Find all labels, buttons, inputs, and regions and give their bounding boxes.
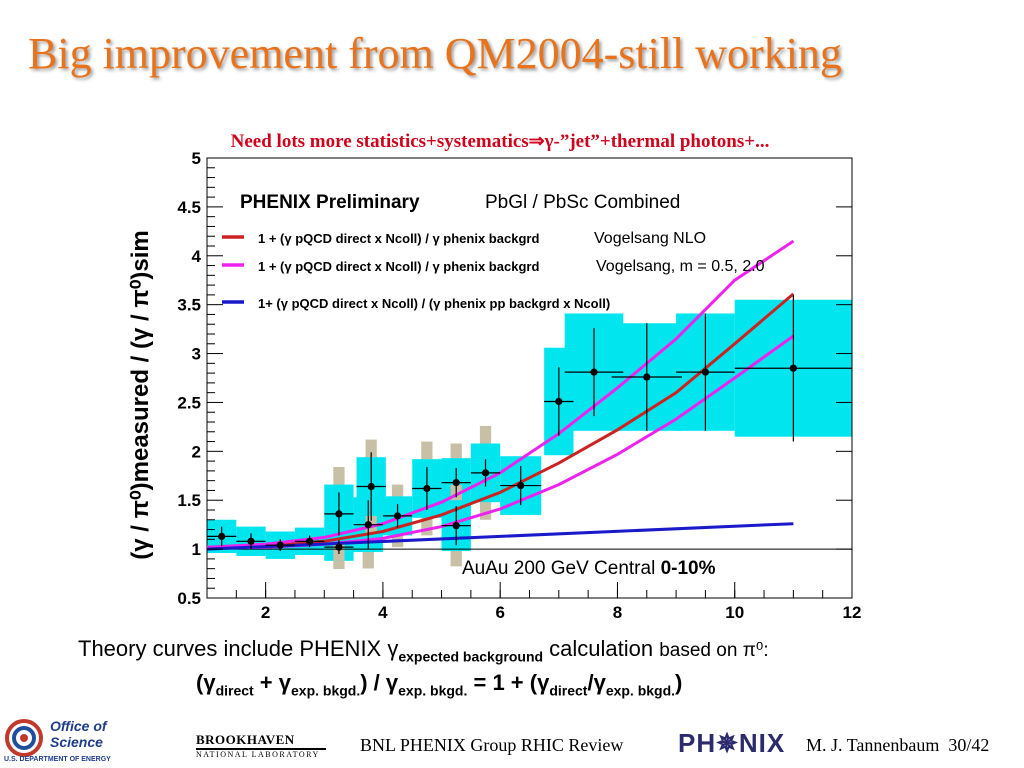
data-point-0 bbox=[218, 532, 226, 541]
data-point-9 bbox=[423, 484, 431, 493]
theory-curve-3 bbox=[206, 522, 794, 551]
footer-center-text: BNL PHENIX Group RHIC Review bbox=[360, 735, 624, 755]
y-tick-label-9: 5 bbox=[192, 150, 201, 168]
office-logo-line1: Office of bbox=[50, 718, 107, 734]
chart-subtitle: PbGl / PbSc Combined bbox=[485, 192, 680, 213]
formula-exp1: exp. bkgd. bbox=[291, 682, 361, 699]
y-tick-label-5: 3 bbox=[192, 345, 201, 364]
data-point-1 bbox=[247, 537, 255, 545]
annotation-bold: 0-10% bbox=[661, 558, 716, 579]
data-point-2 bbox=[276, 541, 284, 549]
data-point-13 bbox=[517, 481, 525, 490]
author-name: M. J. Tannenbaum bbox=[806, 735, 940, 755]
formula-mid: ) / γ bbox=[360, 670, 399, 695]
office-logo-line3: U.S. DEPARTMENT OF ENERGY bbox=[4, 756, 111, 763]
data-point-6 bbox=[364, 521, 372, 529]
data-point-16 bbox=[643, 373, 651, 381]
y-tick-label-4: 2.5 bbox=[177, 393, 201, 412]
data-point-15 bbox=[590, 368, 598, 376]
x-tick-label-5: 12 bbox=[843, 603, 862, 622]
formula-left: (γ bbox=[196, 670, 216, 695]
theory-after: calculation bbox=[543, 636, 660, 661]
formula: (γdirect + γexp. bkgd.) / γexp. bkgd. = … bbox=[196, 670, 682, 698]
formula-eq: = 1 + (γ bbox=[467, 670, 550, 695]
page-number: 30/42 bbox=[948, 735, 990, 755]
legend-entry-0: 1 + (γ pQCD direct x Ncoll) / γ phenix b… bbox=[258, 231, 539, 246]
formula-direct2: direct bbox=[549, 682, 588, 699]
theory-text: Theory curves include PHENIX γ bbox=[78, 636, 399, 661]
legend-entry-3: 1+ (γ pQCD direct x Ncoll) / (γ phenix p… bbox=[258, 296, 610, 311]
theory-sub: expected background bbox=[398, 648, 544, 665]
y-tick-label-0: 0.5 bbox=[177, 589, 201, 608]
y-tick-label-1: 1 bbox=[192, 540, 201, 559]
theory-note: Theory curves include PHENIX γexpected b… bbox=[78, 636, 769, 664]
footer-author: M. J. Tannenbaum 30/42 bbox=[806, 735, 989, 756]
y-tick-label-2: 1.5 bbox=[177, 491, 201, 510]
y-tick-label-7: 4 bbox=[192, 247, 202, 266]
y-tick-label-8: 4.5 bbox=[177, 198, 201, 217]
formula-plus: + γ bbox=[253, 670, 291, 695]
office-of-science-logo: Office of Science U.S. DEPARTMENT OF ENE… bbox=[4, 716, 134, 764]
data-point-7 bbox=[367, 482, 375, 491]
data-point-12 bbox=[481, 469, 490, 477]
legend-note-0: Vogelsang NLO bbox=[594, 230, 706, 247]
y-tick-label-3: 2 bbox=[192, 442, 201, 461]
formula-exp3: exp. bkgd. bbox=[605, 682, 676, 699]
doe-swirl-icon bbox=[5, 719, 43, 757]
data-point-11 bbox=[452, 522, 460, 530]
formula-direct: direct bbox=[215, 682, 254, 699]
bnl-logo-line2: NATIONAL LABORATORY bbox=[196, 750, 320, 759]
legend-entry-1: 1 + (γ pQCD direct x Ncoll) / γ phenix b… bbox=[258, 259, 539, 274]
bnl-logo-line1: BROOKHAVEN bbox=[196, 732, 326, 750]
chart: 0.5 1 1.5 2 2.5 3 3.5 4 4.5 5 2 4 6 8 10 12 PHENIX Prel… bbox=[127, 150, 862, 622]
data-point-10 bbox=[452, 479, 460, 487]
theory-curve-0 bbox=[206, 292, 795, 549]
x-tick-label-0: 2 bbox=[261, 603, 270, 622]
phenix-logo: PH✵NIX bbox=[678, 728, 786, 758]
chart-annotation: AuAu 200 GeV Central 0-10% bbox=[462, 558, 716, 579]
data-point-14 bbox=[555, 397, 563, 406]
theory-small: based on π⁰: bbox=[659, 640, 769, 661]
data-point-3 bbox=[306, 537, 314, 545]
x-tick-label-1: 4 bbox=[378, 603, 388, 622]
legend-note-1: Vogelsang, m = 0.5, 2.0 bbox=[596, 258, 765, 275]
y-tick-label-6: 3.5 bbox=[177, 296, 201, 315]
y-axis-label: (γ / π⁰)measured / (γ / π⁰)sim bbox=[127, 230, 154, 559]
office-logo-line2: Science bbox=[50, 734, 103, 750]
formula-end: ) bbox=[675, 670, 683, 695]
data-point-18 bbox=[789, 364, 797, 372]
chart-title: PHENIX Preliminary bbox=[240, 192, 420, 213]
slide-subtitle: Need lots more statistics+systematics⇒γ-… bbox=[230, 131, 770, 152]
formula-slash: /γ bbox=[587, 670, 606, 695]
data-point-8 bbox=[393, 512, 402, 520]
slide-title: Big improvement from QM2004-still workin… bbox=[28, 29, 842, 78]
x-tick-label-2: 6 bbox=[495, 603, 504, 622]
data-point-4 bbox=[335, 543, 343, 551]
formula-exp2: exp. bkgd. bbox=[398, 682, 468, 699]
theory-curve-1 bbox=[206, 239, 795, 549]
bnl-logo: BROOKHAVEN NATIONAL LABORATORY bbox=[196, 732, 326, 759]
x-tick-label-3: 8 bbox=[613, 603, 622, 622]
data-point-17 bbox=[701, 368, 710, 376]
x-tick-label-4: 10 bbox=[725, 603, 744, 622]
data-point-5 bbox=[335, 510, 343, 518]
